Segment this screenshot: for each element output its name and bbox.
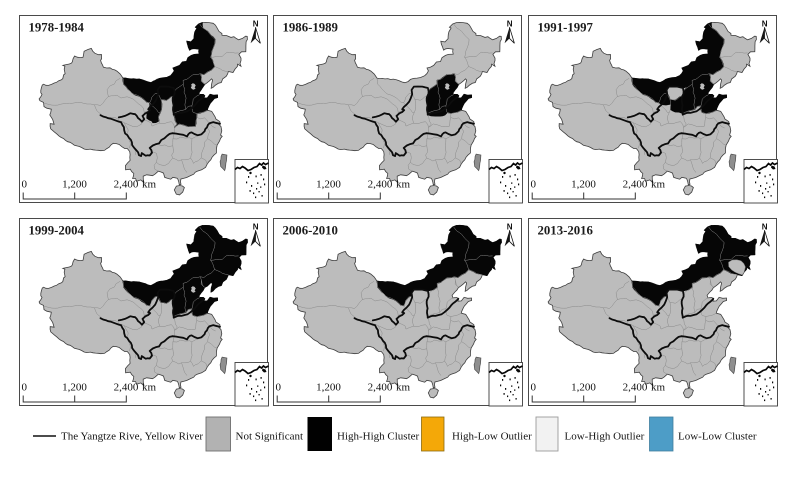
svg-text:2006-2010: 2006-2010 [283, 223, 338, 237]
svg-text:1991-1997: 1991-1997 [538, 20, 594, 34]
svg-text:1978-1984: 1978-1984 [29, 20, 85, 34]
svg-text:Not Significant: Not Significant [236, 431, 304, 443]
svg-text:Low-High Outlier: Low-High Outlier [565, 431, 645, 443]
svg-text:High-High Cluster: High-High Cluster [337, 431, 420, 443]
svg-text:1999-2004: 1999-2004 [29, 223, 85, 237]
svg-text:The Yangtze Rive, Yellow River: The Yangtze Rive, Yellow River [61, 431, 203, 443]
svg-text:1986-1989: 1986-1989 [283, 20, 338, 34]
svg-text:2013-2016: 2013-2016 [538, 223, 594, 237]
svg-text:High-Low Outlier: High-Low Outlier [452, 431, 532, 443]
svg-text:Low-Low Cluster: Low-Low Cluster [678, 431, 757, 443]
